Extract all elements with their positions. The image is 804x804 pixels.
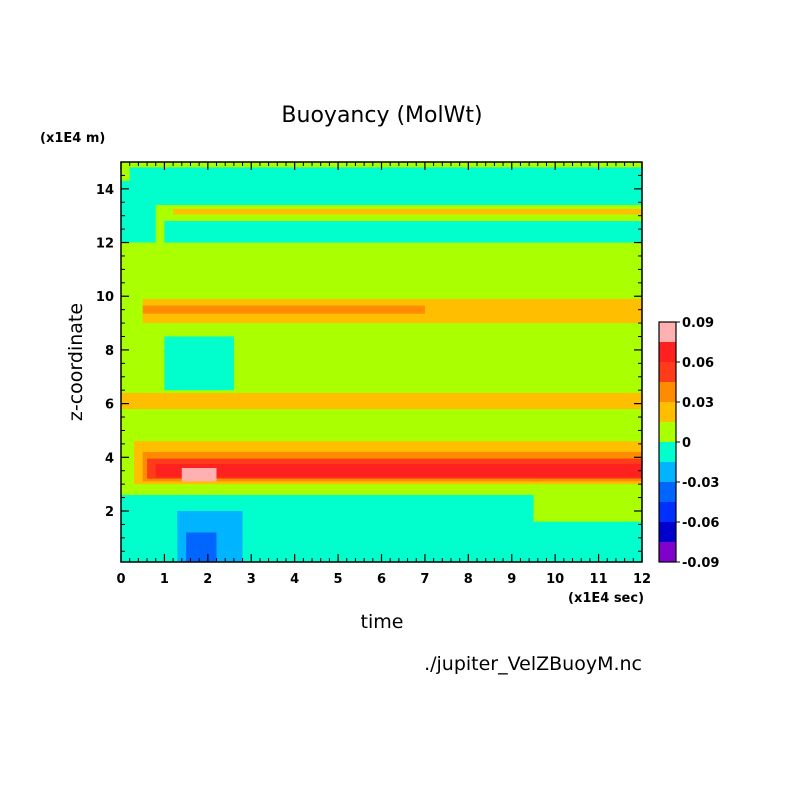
colorbar-tick-label: -0.09 — [682, 556, 719, 571]
colorbar-swatch — [659, 522, 676, 542]
y-tick-label: 4 — [105, 451, 114, 466]
heatmap-band — [121, 392, 642, 409]
colorbar-swatch — [659, 482, 676, 502]
x-tick-label: 1 — [160, 572, 169, 587]
colorbar-tick-label: 0 — [682, 436, 691, 451]
x-tick-label: 6 — [377, 572, 386, 587]
y-tick-label: 10 — [96, 290, 114, 305]
x-tick-label: 0 — [116, 572, 125, 587]
x-axis: 0 1 2 3 4 5 6 7 8 9 10 11 12 — [116, 162, 651, 587]
x-tick-label: 5 — [334, 572, 343, 587]
colorbar-tick-label: 0.03 — [682, 396, 714, 411]
y-axis: 2 4 6 8 10 12 14 — [96, 174, 642, 552]
colorbar-swatch — [659, 462, 676, 482]
colorbar-swatch — [659, 342, 676, 362]
colorbar-swatch — [659, 382, 676, 402]
heatmap-bands — [121, 162, 642, 562]
heatmap-band — [121, 180, 156, 243]
heatmap-band — [173, 209, 642, 215]
colorbar-swatch — [659, 422, 676, 442]
y-axis-label: z-coordinate — [65, 303, 87, 421]
heatmap-band — [186, 532, 217, 562]
x-multiplier: (x1E4 sec) — [568, 591, 644, 606]
x-tick-label: 10 — [546, 572, 564, 587]
y-tick-label: 8 — [105, 344, 114, 359]
colorbar: 0.09 0.06 0.03 0 -0.03 -0.06 -0.09 — [658, 316, 719, 571]
colorbar-tick-label: 0.06 — [682, 356, 714, 371]
colorbar-tick-label: -0.06 — [682, 516, 719, 531]
x-tick-label: 11 — [590, 572, 608, 587]
heatmap-band — [533, 521, 642, 562]
colorbar-swatch — [659, 502, 676, 522]
colorbar-swatch — [659, 402, 676, 422]
heatmap-band — [164, 221, 642, 243]
colorbar-tick-label: 0.09 — [682, 316, 714, 331]
y-multiplier: (x1E4 m) — [40, 131, 105, 146]
heatmap-band — [181, 468, 217, 482]
heatmap-band — [155, 464, 642, 478]
heatmap-band — [164, 336, 234, 391]
x-axis-label: time — [361, 611, 404, 633]
colorbar-swatch — [659, 542, 676, 562]
x-tick-label: 4 — [290, 572, 299, 587]
x-tick-label: 12 — [633, 572, 651, 587]
x-tick-label: 8 — [464, 572, 473, 587]
heatmap-band — [129, 167, 642, 205]
colorbar-tick-label: -0.03 — [682, 476, 719, 491]
chart-title: Buoyancy (MolWt) — [281, 103, 482, 128]
y-tick-label: 12 — [96, 237, 114, 252]
y-tick-label: 6 — [105, 398, 114, 413]
y-tick-label: 2 — [105, 505, 114, 520]
heatmap-band — [142, 305, 425, 314]
y-tick-label: 14 — [96, 183, 114, 198]
colorbar-swatch — [659, 442, 676, 462]
x-tick-label: 3 — [247, 572, 256, 587]
source-file-label: ./jupiter_VelZBuoyM.nc — [424, 653, 642, 675]
x-tick-label: 9 — [507, 572, 516, 587]
colorbar-swatch — [659, 322, 676, 342]
x-tick-label: 2 — [203, 572, 212, 587]
x-tick-label: 7 — [420, 572, 429, 587]
colorbar-swatch — [659, 362, 676, 382]
